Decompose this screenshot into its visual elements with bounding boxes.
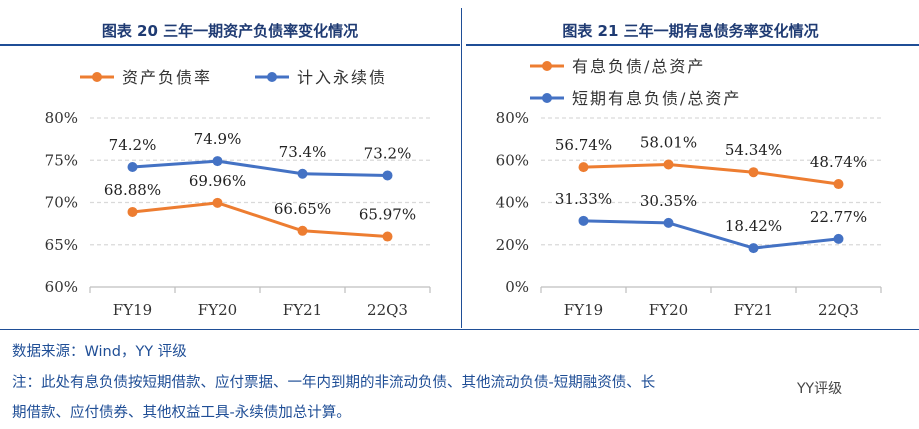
x-tick-label: 22Q3	[367, 301, 408, 319]
title-rule-right	[466, 44, 919, 46]
data-label: 73.2%	[364, 144, 412, 162]
series-line	[583, 162, 839, 186]
legend-swatch-marker	[267, 72, 277, 82]
watermark: YY评级	[797, 381, 843, 397]
legend-label: 短期有息负债/总资产	[572, 89, 741, 108]
data-point	[578, 162, 589, 173]
data-point	[663, 217, 674, 228]
data-point	[833, 233, 844, 244]
data-point	[833, 179, 844, 190]
series-line	[583, 219, 839, 250]
data-point	[127, 162, 138, 173]
y-tick-label: 60%	[496, 151, 529, 169]
data-label: 48.74%	[810, 153, 867, 171]
x-tick-label: FY21	[283, 301, 322, 319]
source-note: 数据来源：Wind，YY 评级	[12, 344, 187, 360]
legend-swatch-marker	[542, 61, 552, 71]
footnote-line-1: 注：此处有息负债按短期借款、应付票据、一年内到期的非流动负债、其他流动负债-短期…	[12, 375, 656, 391]
y-tick-label: 70%	[45, 194, 78, 212]
data-label: 66.65%	[274, 200, 331, 218]
chart-right: 0% 20% 40% 60% 80% FY19 FY20 FY21 22Q3 有息负债/总资产短期…	[496, 57, 882, 319]
x-tick-label: FY20	[198, 301, 237, 319]
y-tick-label: 0%	[505, 278, 529, 296]
y-tick-label: 60%	[45, 278, 78, 296]
data-point	[663, 159, 674, 170]
series-line	[132, 201, 388, 239]
x-tick-label: FY19	[113, 301, 152, 319]
data-label: 74.9%	[194, 130, 242, 148]
footnote-line-2: 期借款、应付债券、其他权益工具-永续债加总计算。	[12, 405, 351, 421]
chart-title-left: 图表 20 三年一期资产负债率变化情况	[101, 22, 359, 40]
legend-label: 计入永续债	[297, 68, 387, 87]
data-label: 58.01%	[640, 133, 697, 151]
y-tick-label: 40%	[496, 194, 529, 212]
data-label: 54.34%	[725, 141, 782, 159]
title-rule-left	[0, 44, 460, 46]
data-label: 56.74%	[555, 136, 612, 154]
data-label: 69.96%	[189, 172, 246, 190]
chart-left: 60% 65% 70% 75% 80% FY19 FY20 FY21 22Q3 资产负债率 计入永续…	[45, 68, 431, 319]
data-point	[748, 243, 759, 254]
x-tick-label: 22Q3	[818, 301, 859, 319]
x-tick-label: FY21	[734, 301, 773, 319]
series-line	[132, 159, 388, 177]
x-tick-label: FY20	[649, 301, 688, 319]
legend-swatch-marker	[542, 93, 552, 103]
data-label: 65.97%	[359, 206, 416, 224]
data-point	[212, 156, 223, 167]
y-tick-label: 80%	[496, 109, 529, 127]
data-point	[212, 197, 223, 208]
data-label: 74.2%	[109, 136, 157, 154]
y-tick-label: 75%	[45, 151, 78, 169]
legend-label: 资产负债率	[122, 68, 212, 87]
y-tick-label: 65%	[45, 236, 78, 254]
y-tick-label: 20%	[496, 236, 529, 254]
data-label: 18.42%	[725, 217, 782, 235]
data-point	[382, 231, 393, 242]
legend-label: 有息负债/总资产	[572, 57, 705, 76]
data-label: 30.35%	[640, 192, 697, 210]
data-point	[127, 206, 138, 217]
chart-title-right: 图表 21 三年一期有息债务率变化情况	[562, 22, 819, 40]
data-point	[748, 167, 759, 178]
data-point	[297, 225, 308, 236]
data-point	[578, 215, 589, 226]
footer-divider	[0, 329, 919, 330]
data-label: 22.77%	[810, 208, 867, 226]
data-point	[297, 168, 308, 179]
x-tick-label: FY19	[564, 301, 603, 319]
data-label: 68.88%	[104, 181, 161, 199]
panel-divider	[461, 8, 462, 328]
data-point	[382, 170, 393, 181]
y-tick-label: 80%	[45, 109, 78, 127]
legend-swatch-marker	[92, 72, 102, 82]
data-label: 31.33%	[555, 190, 612, 208]
data-label: 73.4%	[279, 143, 327, 161]
